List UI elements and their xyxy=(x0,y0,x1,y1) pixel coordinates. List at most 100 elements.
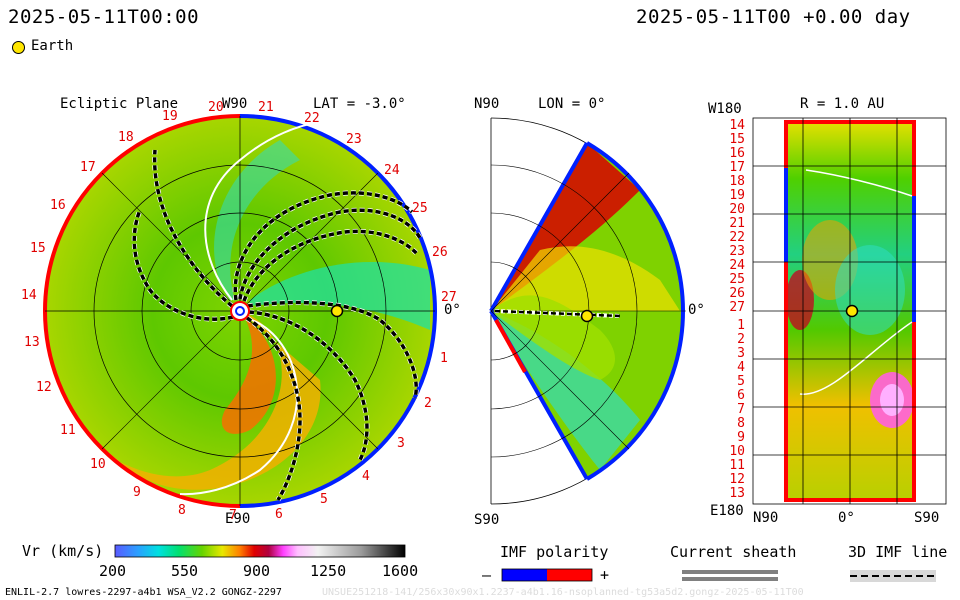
sector-label: 6 xyxy=(275,507,283,522)
ecliptic-right-label: 0° xyxy=(444,302,461,318)
map-y-tick: 22 xyxy=(729,230,745,245)
imf-positive-swatch xyxy=(547,569,592,581)
imf-negative-swatch xyxy=(502,569,547,581)
ecliptic-title: Ecliptic Plane xyxy=(60,96,179,112)
sector-label: 3 xyxy=(397,436,405,451)
source-surface-map-panel: 14 15 16 17 18 19 20 21 22 23 24 25 26 2… xyxy=(729,117,947,505)
map-y-tick: 10 xyxy=(729,444,745,459)
map-y-tick: 6 xyxy=(737,388,745,403)
current-sheath-line-1 xyxy=(204,121,321,301)
current-sheath-legend xyxy=(682,570,778,581)
map-y-tick: 26 xyxy=(729,286,745,301)
imf-polarity-minus: – xyxy=(482,566,492,584)
sun-marker xyxy=(230,301,250,321)
earth-marker-meridional xyxy=(580,309,594,323)
current-sheath-line-2 xyxy=(179,319,299,496)
map-y-tick: 7 xyxy=(737,402,745,417)
sector-label: 4 xyxy=(362,469,370,484)
ecliptic-plane-panel: 1 2 3 4 5 6 7 8 9 10 11 12 13 14 15 16 1… xyxy=(21,100,457,523)
model-info-text: ENLIL-2.7 lowres-2297-a4b1 WSA_V2.2 GONG… xyxy=(5,587,282,598)
imf-polarity-legend xyxy=(501,568,593,582)
map-y-tick: 15 xyxy=(729,132,745,147)
map-y-tick: 13 xyxy=(729,486,745,501)
meridional-positive-segment xyxy=(494,319,527,373)
colorbar-tick: 900 xyxy=(243,562,271,580)
imf-polarity-plus: + xyxy=(600,566,610,584)
imf-polarity-title: IMF polarity xyxy=(500,543,609,561)
earth-marker-map xyxy=(845,304,859,318)
map-bottom-left-label: E180 xyxy=(710,503,744,519)
map-sheath-1 xyxy=(805,169,913,197)
ecliptic-lat-label: LAT = -3.0° xyxy=(313,96,406,112)
sector-label: 19 xyxy=(162,109,178,124)
map-y-tick: 19 xyxy=(729,188,745,203)
meridional-imf-line xyxy=(494,309,621,318)
meridional-north-boundary xyxy=(489,142,589,312)
map-y-tick-labels: 14 15 16 17 18 19 20 21 22 23 24 25 26 2… xyxy=(729,118,745,501)
sector-label: 26 xyxy=(432,245,448,260)
sector-label: 14 xyxy=(21,288,37,303)
meridional-right-label: 0° xyxy=(688,302,705,318)
sector-label: 8 xyxy=(178,503,186,518)
map-y-tick: 21 xyxy=(729,216,745,231)
ecliptic-bottom-label: E90 xyxy=(225,511,251,527)
ecliptic-top-label: W90 xyxy=(222,96,248,112)
map-y-tick: 27 xyxy=(729,300,745,315)
fast-wind-region xyxy=(70,311,321,490)
map-y-tick: 12 xyxy=(729,472,745,487)
imf-line-title: 3D IMF line xyxy=(848,543,948,561)
map-sheath-2 xyxy=(799,321,913,395)
meridional-plane-panel xyxy=(489,117,686,505)
sector-label: 24 xyxy=(384,163,400,178)
map-y-tick: 4 xyxy=(737,360,745,375)
sector-label: 7 xyxy=(229,508,237,523)
map-x-right-label: S90 xyxy=(914,510,940,526)
sector-label: 5 xyxy=(320,492,328,507)
meridional-moderate xyxy=(491,246,680,311)
map-region-left xyxy=(786,270,814,330)
map-y-tick: 14 xyxy=(729,118,745,133)
colorbar-tick: 550 xyxy=(171,562,199,580)
map-y-tick: 16 xyxy=(729,146,745,161)
velocity-colorbar xyxy=(114,544,406,558)
sector-label: 25 xyxy=(412,201,428,216)
colorbar-gradient xyxy=(114,544,406,558)
earth-legend-icon xyxy=(12,41,25,54)
map-y-tick: 11 xyxy=(729,458,745,473)
meridional-mid-band xyxy=(491,295,615,380)
map-y-tick: 25 xyxy=(729,272,745,287)
fast-wind-core xyxy=(221,318,276,434)
map-y-tick: 23 xyxy=(729,244,745,259)
run-info-text: UNSUE251218-141/256x30x90x1.2237-a4b1.16… xyxy=(322,587,804,598)
sector-label: 10 xyxy=(90,457,106,472)
sector-label: 17 xyxy=(80,160,96,175)
sector-label: 27 xyxy=(441,290,457,305)
colorbar-label: Vr (km/s) xyxy=(22,542,104,560)
sector-label: 23 xyxy=(346,132,362,147)
sector-label: 15 xyxy=(30,241,46,256)
sun-core xyxy=(235,306,245,316)
meridional-bottom-label: S90 xyxy=(474,512,500,528)
imf-line-legend xyxy=(850,570,936,582)
map-title: R = 1.0 AU xyxy=(800,96,885,112)
sector-label: 11 xyxy=(60,423,76,438)
colorbar-tick: 1250 xyxy=(310,562,347,580)
meridional-lon-label: LON = 0° xyxy=(538,96,606,112)
slow-wind-band-north xyxy=(214,140,300,300)
sector-label: 1 xyxy=(440,351,448,366)
map-y-tick: 1 xyxy=(737,318,745,333)
map-x-left-label: N90 xyxy=(753,510,779,526)
map-y-tick: 3 xyxy=(737,346,745,361)
sector-label: 20 xyxy=(208,100,224,115)
earth-legend-label: Earth xyxy=(31,38,74,54)
left-timestamp: 2025-05-11T00:00 xyxy=(8,6,200,28)
sector-label: 2 xyxy=(424,396,432,411)
meridional-top-label: N90 xyxy=(474,96,500,112)
sector-number-labels: 1 2 3 4 5 6 7 8 9 10 11 12 13 14 15 16 1… xyxy=(21,100,457,523)
map-y-tick: 18 xyxy=(729,174,745,189)
map-region-cyan xyxy=(835,245,905,335)
map-y-tick: 17 xyxy=(729,160,745,175)
sector-label: 16 xyxy=(50,198,66,213)
right-timestamp: 2025-05-11T00 +0.00 day xyxy=(636,6,911,28)
